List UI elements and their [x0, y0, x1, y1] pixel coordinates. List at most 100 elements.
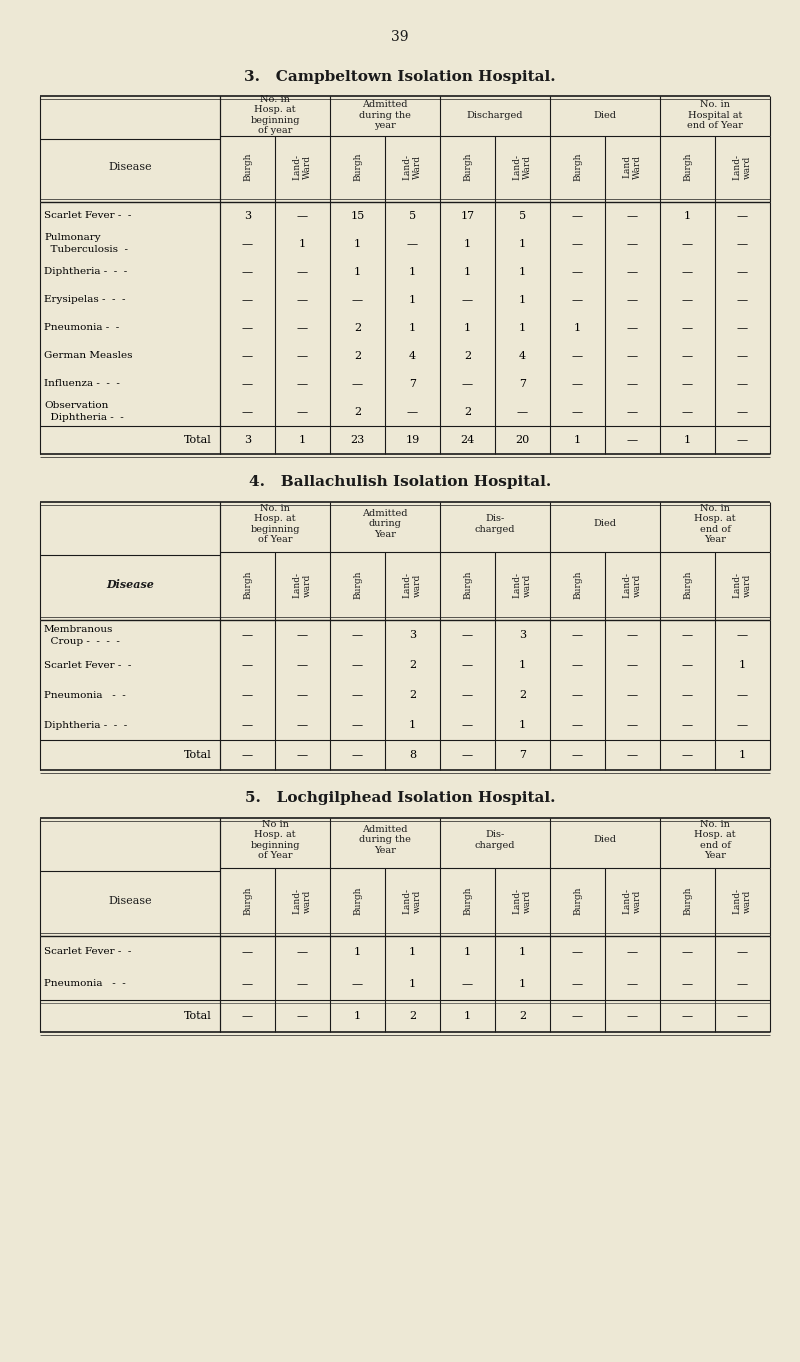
Text: 2: 2	[464, 407, 471, 417]
Text: —: —	[352, 979, 363, 989]
Text: Admitted
during the
year: Admitted during the year	[359, 99, 411, 129]
Text: 2: 2	[409, 661, 416, 670]
Text: 2: 2	[354, 407, 361, 417]
Text: 1: 1	[519, 296, 526, 305]
Text: Burgh: Burgh	[683, 887, 692, 915]
Text: 1: 1	[464, 947, 471, 957]
Text: 2: 2	[409, 1011, 416, 1022]
Text: Died: Died	[594, 519, 617, 528]
Text: Burgh: Burgh	[243, 887, 252, 915]
Text: 2: 2	[354, 323, 361, 332]
Text: Total: Total	[184, 434, 212, 445]
Text: 2: 2	[354, 351, 361, 361]
Text: 24: 24	[460, 434, 474, 445]
Text: 1: 1	[739, 661, 746, 670]
Text: Disease: Disease	[108, 896, 152, 906]
Text: —: —	[352, 691, 363, 700]
Text: —: —	[737, 379, 748, 390]
Text: —: —	[627, 267, 638, 276]
Text: —: —	[297, 379, 308, 390]
Text: —: —	[737, 720, 748, 730]
Text: —: —	[627, 691, 638, 700]
Text: Pneumonia   -  -: Pneumonia - -	[44, 979, 126, 989]
Text: Land-
Ward: Land- Ward	[403, 154, 422, 180]
Text: 2: 2	[519, 1011, 526, 1022]
Text: 2: 2	[519, 691, 526, 700]
Text: 1: 1	[409, 947, 416, 957]
Text: —: —	[297, 351, 308, 361]
Text: —: —	[462, 631, 473, 640]
Text: 1: 1	[409, 296, 416, 305]
Text: —: —	[627, 750, 638, 760]
Text: —: —	[572, 947, 583, 957]
Text: 1: 1	[409, 979, 416, 989]
Text: —: —	[627, 351, 638, 361]
Text: —: —	[297, 211, 308, 221]
Text: —: —	[462, 979, 473, 989]
Text: 7: 7	[519, 379, 526, 390]
Text: Land
Ward: Land Ward	[622, 155, 642, 178]
Text: 23: 23	[350, 434, 365, 445]
Text: No. in
Hosp. at
beginning
of year: No. in Hosp. at beginning of year	[250, 95, 300, 135]
Text: Land-
ward: Land- ward	[733, 888, 752, 914]
Text: —: —	[737, 238, 748, 249]
Text: Scarlet Fever -  -: Scarlet Fever - -	[44, 948, 131, 956]
Text: —: —	[682, 1011, 693, 1022]
Text: 4.   Ballachulish Isolation Hospital.: 4. Ballachulish Isolation Hospital.	[249, 475, 551, 489]
Text: —: —	[242, 691, 253, 700]
Text: —: —	[737, 323, 748, 332]
Text: —: —	[572, 407, 583, 417]
Text: —: —	[627, 379, 638, 390]
Text: 1: 1	[519, 238, 526, 249]
Text: —: —	[737, 691, 748, 700]
Text: 1: 1	[354, 267, 361, 276]
Text: 1: 1	[684, 434, 691, 445]
Text: —: —	[352, 631, 363, 640]
Text: —: —	[682, 238, 693, 249]
Text: —: —	[627, 407, 638, 417]
Text: —: —	[297, 720, 308, 730]
Text: —: —	[462, 379, 473, 390]
Text: 5.   Lochgilphead Isolation Hospital.: 5. Lochgilphead Isolation Hospital.	[245, 791, 555, 805]
Text: —: —	[242, 1011, 253, 1022]
Text: 1: 1	[409, 267, 416, 276]
Text: Erysipelas -  -  -: Erysipelas - - -	[44, 296, 126, 305]
Text: —: —	[242, 238, 253, 249]
Text: 1: 1	[574, 434, 581, 445]
Text: —: —	[297, 407, 308, 417]
Text: No in
Hosp. at
beginning
of Year: No in Hosp. at beginning of Year	[250, 820, 300, 859]
Text: 1: 1	[519, 267, 526, 276]
Text: 1: 1	[409, 720, 416, 730]
Text: Land-
ward: Land- ward	[293, 888, 312, 914]
Text: —: —	[517, 407, 528, 417]
Text: —: —	[627, 947, 638, 957]
Text: —: —	[572, 238, 583, 249]
Text: Land-
Ward: Land- Ward	[293, 154, 312, 180]
Text: 1: 1	[739, 750, 746, 760]
Text: —: —	[627, 979, 638, 989]
Text: Pulmonary: Pulmonary	[44, 233, 101, 242]
Text: Burgh: Burgh	[353, 571, 362, 599]
Text: —: —	[242, 296, 253, 305]
Text: —: —	[627, 631, 638, 640]
Text: 15: 15	[350, 211, 365, 221]
Text: —: —	[682, 296, 693, 305]
Text: —: —	[682, 323, 693, 332]
Text: Burgh: Burgh	[573, 887, 582, 915]
Text: —: —	[462, 296, 473, 305]
Text: 1: 1	[354, 238, 361, 249]
Text: —: —	[737, 1011, 748, 1022]
Text: —: —	[572, 211, 583, 221]
Text: Disease: Disease	[106, 579, 154, 591]
Text: Diphtheria -  -: Diphtheria - -	[44, 414, 124, 422]
Text: Croup -  -  -  -: Croup - - - -	[44, 636, 120, 646]
Text: Burgh: Burgh	[243, 153, 252, 181]
Text: Dis-
charged: Dis- charged	[474, 831, 515, 850]
Text: —: —	[737, 267, 748, 276]
Text: —: —	[462, 750, 473, 760]
Text: Land-
ward: Land- ward	[622, 888, 642, 914]
Text: 1: 1	[519, 323, 526, 332]
Text: Diphtheria -  -  -: Diphtheria - - -	[44, 267, 127, 276]
Text: Burgh: Burgh	[573, 571, 582, 599]
Text: —: —	[572, 979, 583, 989]
